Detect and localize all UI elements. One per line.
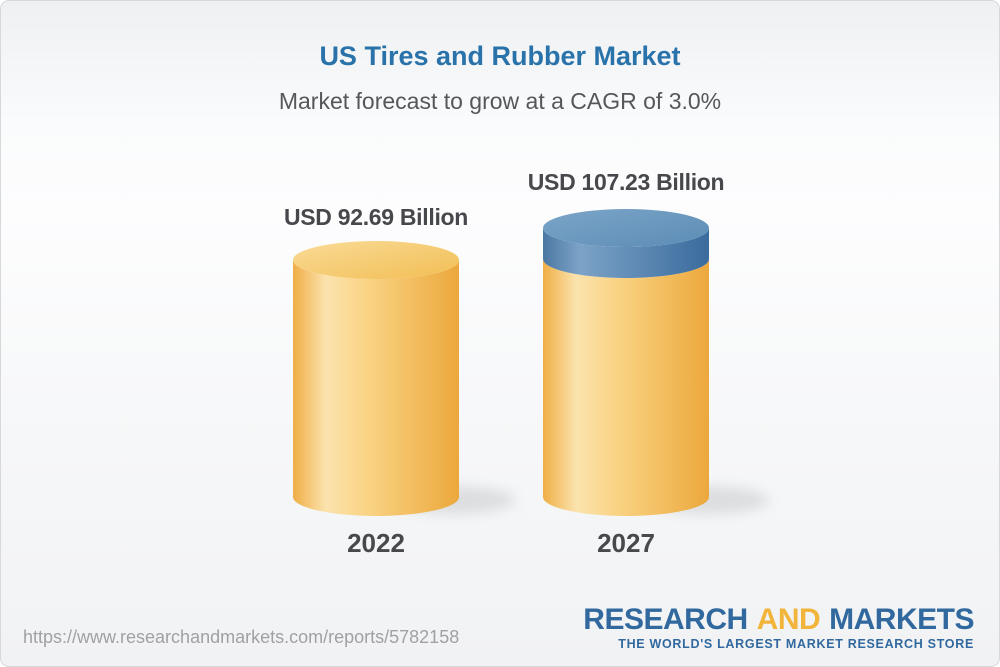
brand-logo-tagline: THE WORLD'S LARGEST MARKET RESEARCH STOR… — [618, 637, 974, 651]
footer-url: https://www.researchandmarkets.com/repor… — [23, 627, 460, 647]
brand-logo-wordmark: RESEARCH AND MARKETS — [583, 605, 974, 635]
page-title: US Tires and Rubber Market — [319, 41, 681, 71]
bar-value-label-2022: USD 92.69 Billion — [283, 204, 469, 230]
bar-year-label-2022: 2022 — [347, 528, 405, 558]
page-subtitle: Market forecast to grow at a CAGR of 3.0… — [278, 88, 722, 114]
cylinder-2027 — [543, 209, 709, 516]
brand-logo-and: AND — [756, 603, 821, 636]
brand-logo: RESEARCH AND MARKETS THE WORLD'S LARGEST M… — [583, 605, 974, 651]
bar-shadow-2027 — [645, 486, 769, 514]
brand-logo-research: RESEARCH — [583, 603, 748, 636]
bar-shadow-2022 — [391, 486, 515, 514]
bar-value-label-2027: USD 107.23 Billion — [527, 169, 725, 195]
bar-year-label-2027: 2027 — [597, 528, 655, 558]
brand-logo-markets: MARKETS — [829, 603, 974, 636]
cylinder-2022 — [293, 241, 459, 516]
